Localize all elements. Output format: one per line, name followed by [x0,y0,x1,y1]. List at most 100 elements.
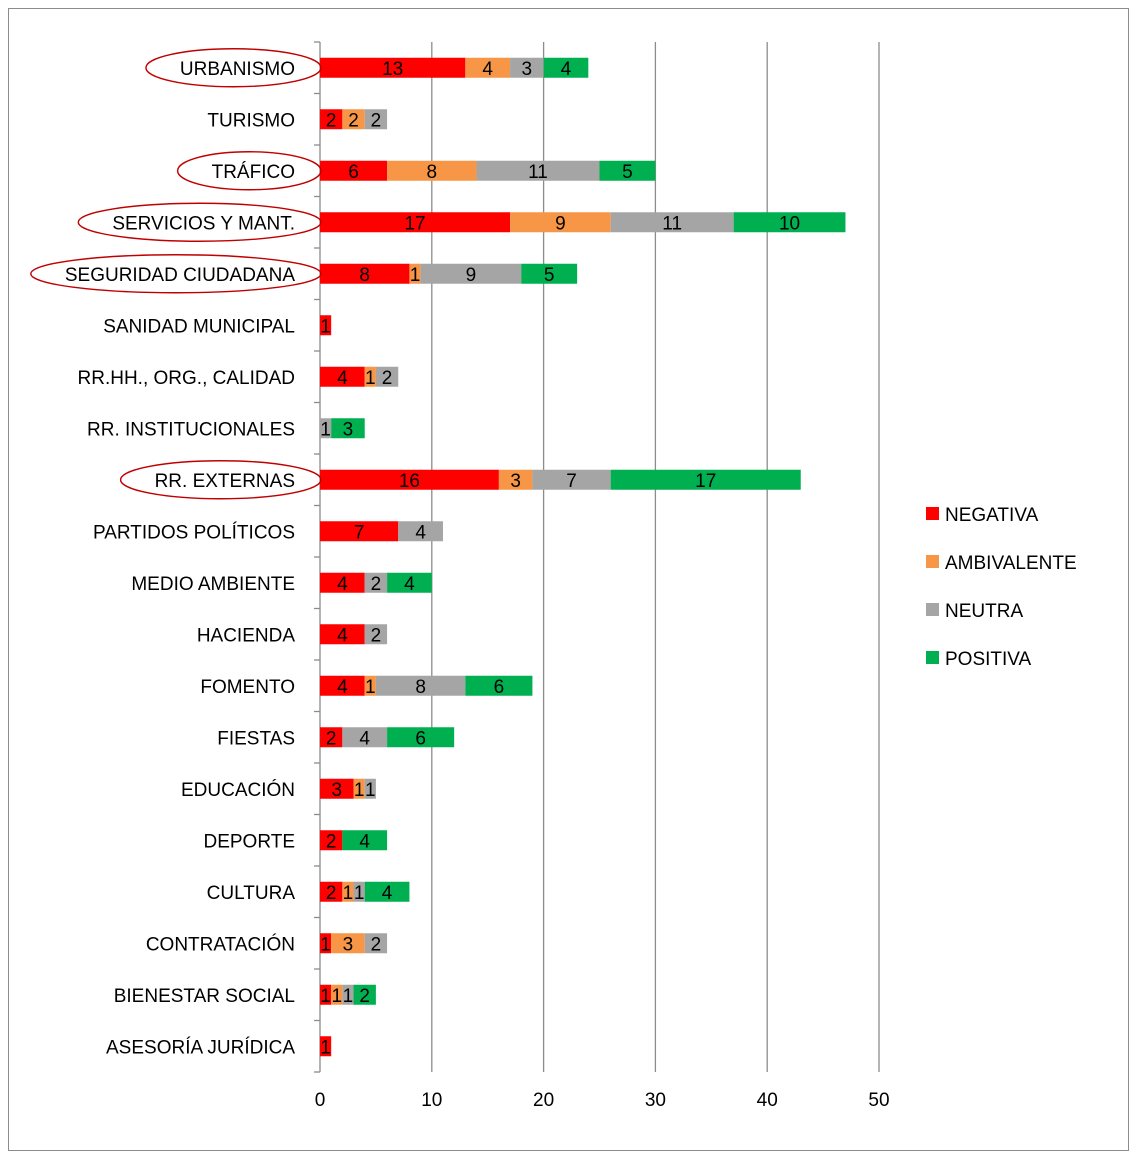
bar-positiva-urbanismo [543,57,589,78]
data-label-negativa-servicios-y-mant: 17 [404,213,425,234]
bar-negativa-medio-ambiente [320,572,365,593]
chart-frame: 13 4 3 4 2 2 2 6 8 11 5 17 9 11 10 8 1 9 5 1 4 1 2 1 3 16 3 7 17 7 4 4 2… [8,8,1129,1151]
legend-swatch-neutra [926,603,939,616]
category-label-servicios-y-mant: SERVICIOS Y MANT. [112,213,295,234]
data-label-negativa-fomento: 4 [337,677,348,698]
bar-ambivalente-rr-hh-org-calidad [364,366,376,387]
data-label-negativa-bienestar-social: 1 [320,986,331,1007]
data-label-positiva-deporte: 4 [359,831,370,852]
data-label-negativa-deporte: 2 [326,831,337,852]
bar-negativa-rr-externas [320,469,499,490]
highlight-ellipse-rr-externas [119,460,322,500]
data-label-positiva-rr-institucionales: 3 [343,419,354,440]
x-tick-label-0: 0 [315,1090,326,1111]
data-label-neutra-turismo: 2 [371,110,382,131]
data-label-ambivalente-seguridad-ciudadana: 1 [410,265,421,286]
bar-negativa-asesoria-juridica [320,1036,332,1057]
data-label-neutra-seguridad-ciudadana: 9 [466,265,477,286]
data-label-negativa-rr-externas: 16 [399,471,420,492]
data-label-negativa-partidos-politicos: 7 [354,522,365,543]
category-label-educacion: EDUCACIÓN [181,779,295,801]
category-labels: URBANISMO TURISMO TRÁFICO SERVICIOS Y MANT.… [30,48,322,1058]
bar-neutra-bienestar-social [342,984,354,1005]
bar-ambivalente-servicios-y-mant [510,212,611,233]
data-label-ambivalente-rr-hh-org-calidad: 1 [365,368,376,389]
category-label-deporte: DEPORTE [203,831,295,852]
data-label-positiva-servicios-y-mant: 10 [779,213,800,234]
category-label-hacienda: HACIENDA [197,625,296,646]
category-label-turismo: TURISMO [207,110,295,131]
data-label-negativa-cultura: 2 [326,883,337,904]
bar-negativa-servicios-y-mant [320,212,511,233]
bar-neutra-partidos-politicos [398,521,443,542]
bar-neutra-servicios-y-mant [610,212,734,233]
bar-negativa-contratacion [320,933,332,954]
data-label-negativa-hacienda: 4 [337,625,348,646]
data-label-neutra-rr-hh-org-calidad: 2 [382,368,393,389]
x-tick-labels: 0 10 20 30 40 50 [315,1090,890,1111]
bar-negativa-trafico [320,160,388,181]
bar-ambivalente-educacion [353,778,365,799]
bar-negativa-educacion [320,778,354,799]
bar-ambivalente-trafico [387,160,477,181]
data-label-positiva-fomento: 6 [494,677,505,698]
bar-negativa-fiestas [320,727,343,748]
data-label-ambivalente-fomento: 1 [365,677,376,698]
bar-negativa-rr-hh-org-calidad [320,366,365,387]
bar-negativa-partidos-politicos [320,521,399,542]
legend-label-positiva: POSITIVA [945,649,1032,670]
data-label-negativa-contratacion: 1 [320,934,331,955]
data-label-neutra-servicios-y-mant: 11 [662,213,682,234]
data-label-neutra-cultura: 1 [354,883,365,904]
data-label-ambivalente-contratacion: 3 [343,934,354,955]
bar-ambivalente-fomento [364,675,376,696]
category-label-rr-hh-org-calidad: RR.HH., ORG., CALIDAD [78,368,295,389]
bars: 13 4 3 42 2 26 8 11 517 9 11 108 1 9 514 1 21 316 3 7 177 44 2… [320,57,846,1058]
data-label-negativa-sanidad-municipal: 1 [320,316,331,337]
data-label-neutra-partidos-politicos: 4 [415,522,426,543]
data-label-negativa-fiestas: 2 [326,728,337,749]
highlight-ellipse-seguridad-ciudadana [30,254,322,294]
data-label-ambivalente-trafico: 8 [427,162,438,183]
bar-ambivalente-seguridad-ciudadana [409,263,421,284]
data-label-neutra-rr-externas: 7 [566,471,577,492]
category-label-asesoria-juridica: ASESORÍA JURÍDICA [106,1037,295,1058]
category-label-trafico: TRÁFICO [212,162,295,183]
data-label-negativa-trafico: 6 [348,162,359,183]
category-label-urbanismo: URBANISMO [180,59,295,80]
data-label-neutra-trafico: 11 [528,162,548,183]
bar-neutra-seguridad-ciudadana [420,263,522,284]
bar-neutra-rr-hh-org-calidad [375,366,399,387]
category-label-medio-ambiente: MEDIO AMBIENTE [131,574,295,595]
data-label-ambivalente-bienestar-social: 1 [331,986,342,1007]
bar-negativa-seguridad-ciudadana [320,263,410,284]
legend: NEGATIVA AMBIVALENTE NEUTRA POSITIVA [926,505,1077,670]
bar-neutra-rr-externas [532,469,611,490]
bar-ambivalente-contratacion [331,933,365,954]
data-label-neutra-medio-ambiente: 2 [371,574,382,595]
bar-ambivalente-rr-externas [498,469,533,490]
data-label-negativa-educacion: 3 [331,780,342,801]
legend-swatch-ambivalente [926,555,939,568]
category-label-fomento: FOMENTO [200,677,295,698]
highlight-ellipse-servicios-y-mant [77,202,322,242]
category-label-seguridad-ciudadana: SEGURIDAD CIUDADANA [65,265,295,286]
stacked-bar-chart: 13 4 3 42 2 26 8 11 517 9 11 108 1 9 514 1 21 316 3 7 177 44 2… [30,41,1077,1111]
bar-neutra-cultura [353,881,365,902]
data-label-ambivalente-rr-externas: 3 [510,471,521,492]
bar-negativa-fomento [320,675,365,696]
data-label-ambivalente-servicios-y-mant: 9 [555,213,566,234]
bar-negativa-sanidad-municipal [320,315,332,336]
bar-negativa-urbanismo [320,57,466,78]
data-label-neutra-fomento: 8 [415,677,426,698]
data-label-negativa-medio-ambiente: 4 [337,574,348,595]
bar-positiva-fomento [465,675,533,696]
data-label-neutra-rr-institucionales: 1 [320,419,331,440]
category-label-fiestas: FIESTAS [217,728,295,749]
data-label-neutra-educacion: 1 [365,780,376,801]
data-label-positiva-urbanismo: 4 [561,59,572,80]
legend-label-neutra: NEUTRA [945,601,1023,622]
bar-neutra-urbanismo [510,57,544,78]
data-label-ambivalente-educacion: 1 [354,780,365,801]
x-tick-label-30: 30 [645,1090,666,1111]
